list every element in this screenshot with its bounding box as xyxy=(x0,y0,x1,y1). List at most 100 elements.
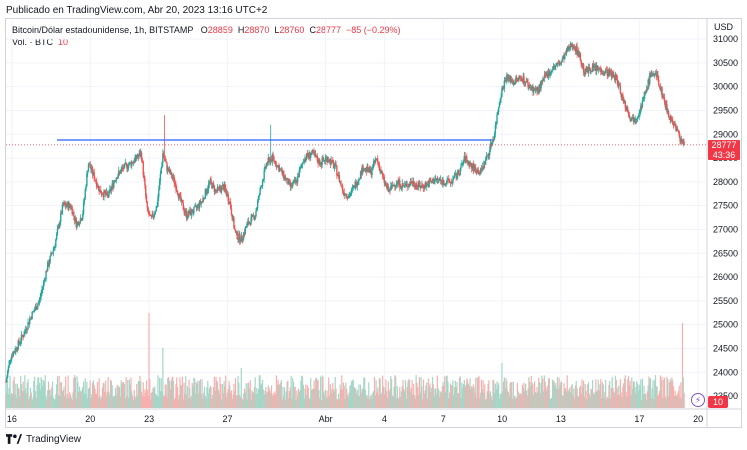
volume-bar xyxy=(513,396,515,408)
candle-body xyxy=(325,157,327,159)
candle-body xyxy=(286,178,288,180)
candle-body xyxy=(133,161,135,163)
date-tick-label: 23 xyxy=(144,414,154,424)
volume-bar xyxy=(509,383,511,408)
volume-bar xyxy=(605,399,608,408)
lightning-icon[interactable]: ⚡ xyxy=(691,393,705,407)
candle-body xyxy=(473,167,475,172)
date-tick-label: 7 xyxy=(441,414,446,424)
candle-body xyxy=(460,164,462,169)
candle-body xyxy=(491,141,493,146)
candle-body xyxy=(99,189,101,192)
volume-bar xyxy=(630,395,632,408)
candle-body xyxy=(555,63,558,66)
candle-body xyxy=(68,203,70,210)
volume-bar xyxy=(11,394,14,408)
candle-body xyxy=(167,167,169,171)
candle-body xyxy=(214,189,216,192)
candle-body xyxy=(148,211,150,215)
volume-bar xyxy=(210,387,212,408)
volume-bar xyxy=(141,396,144,408)
candle-body xyxy=(403,185,406,187)
candle-body xyxy=(301,164,303,166)
candle-body xyxy=(667,111,669,113)
candle-body xyxy=(104,190,106,193)
candle-body xyxy=(116,177,118,179)
volume-bar xyxy=(194,378,196,408)
volume-bar xyxy=(38,383,41,408)
volume-bar xyxy=(115,395,117,408)
candle-body xyxy=(594,66,596,68)
volume-bar xyxy=(468,385,470,408)
candle-body xyxy=(581,63,583,66)
candle-body xyxy=(85,186,87,190)
volume-bar xyxy=(290,375,292,408)
candle-body xyxy=(393,184,395,186)
volume-bar xyxy=(243,393,245,408)
candle-body xyxy=(376,158,378,160)
volume-bar xyxy=(538,382,541,408)
candle-body xyxy=(328,159,331,162)
candle-body xyxy=(372,161,375,166)
candle-body xyxy=(622,94,624,98)
candle-body xyxy=(78,221,80,225)
candle-body xyxy=(93,172,95,180)
volume-bar xyxy=(52,397,54,408)
candle-body xyxy=(147,207,149,212)
candle-body xyxy=(414,186,417,188)
candle-body xyxy=(378,164,381,171)
candle-body xyxy=(158,180,161,190)
volume-bar xyxy=(448,398,450,408)
volume-bar xyxy=(355,388,357,408)
volume-bar xyxy=(241,398,243,408)
volume-bar xyxy=(99,395,101,408)
candle-body xyxy=(258,194,260,197)
candle-body xyxy=(653,74,655,76)
volume-bar xyxy=(658,394,660,408)
volume-bar xyxy=(556,388,558,408)
volume-bar xyxy=(273,395,275,408)
volume-bar xyxy=(16,383,19,408)
volume-bar xyxy=(645,399,648,408)
volume-bar xyxy=(381,392,383,408)
candle-body xyxy=(429,180,431,182)
candle-body xyxy=(36,307,38,310)
volume-bar xyxy=(65,376,67,408)
volume-bar xyxy=(47,381,50,408)
candle-body xyxy=(54,246,56,248)
candle-body xyxy=(6,371,9,378)
volume-bar xyxy=(490,396,492,408)
candle-body xyxy=(661,87,663,98)
candle-body xyxy=(273,157,275,162)
volume-bar xyxy=(659,375,662,408)
candle-body xyxy=(477,169,479,174)
candle-body xyxy=(592,64,595,68)
symbol-title[interactable]: Bitcoin/Dólar estadounidense, 1h, BITSTA… xyxy=(12,25,194,35)
volume-bar xyxy=(407,381,409,408)
candle-body xyxy=(149,214,152,216)
volume-bar xyxy=(565,388,567,408)
volume-bar xyxy=(573,388,575,408)
candle-body xyxy=(140,152,143,161)
candle-body xyxy=(676,128,678,131)
candle-body xyxy=(294,180,296,183)
volume-bar xyxy=(186,386,188,408)
volume-bar xyxy=(300,380,302,408)
volume-bar xyxy=(159,391,162,408)
candle-body xyxy=(27,322,29,330)
candle-body xyxy=(94,179,96,181)
volume-label[interactable]: Vol. · BTC xyxy=(12,37,54,47)
candle-body xyxy=(526,80,528,83)
candle-body xyxy=(664,102,667,108)
candle-body xyxy=(616,75,618,81)
candle-body xyxy=(382,175,385,177)
volume-bar xyxy=(166,397,168,408)
candle-body xyxy=(350,189,353,194)
ohlc-row: Bitcoin/Dólar estadounidense, 1h, BITSTA… xyxy=(12,24,401,36)
volume-bar xyxy=(635,393,637,408)
candle-body xyxy=(142,161,144,176)
volume-bar xyxy=(632,381,635,408)
volume-bar xyxy=(292,378,294,408)
candle-body xyxy=(177,194,180,198)
